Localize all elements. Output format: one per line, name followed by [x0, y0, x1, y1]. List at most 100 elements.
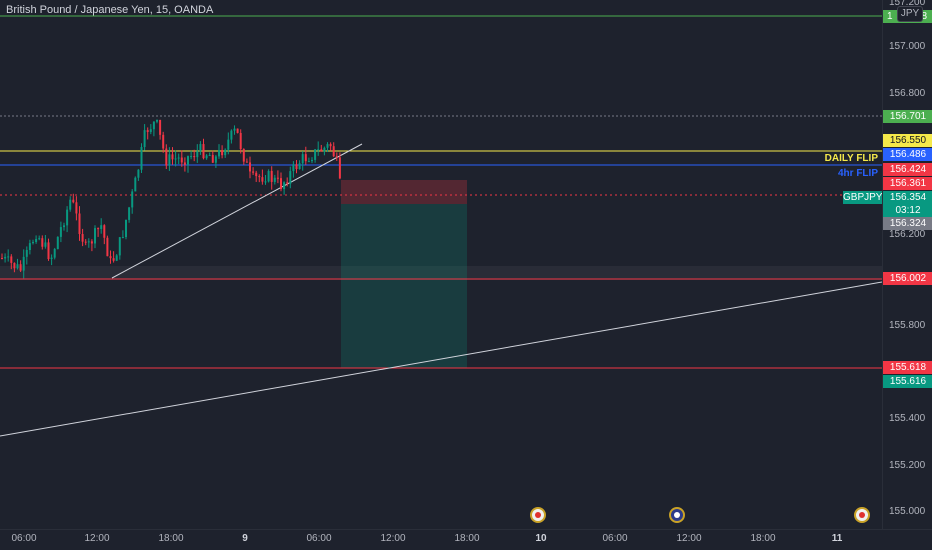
candle-body: [239, 132, 242, 150]
candle-body: [118, 237, 121, 256]
time-label: 11: [831, 533, 843, 544]
price-tag-156002: 156.002: [883, 272, 932, 285]
price-tag-top-green-suffix: 8: [921, 11, 927, 22]
candle-body: [94, 228, 96, 244]
economic-event-icon[interactable]: [530, 507, 546, 523]
economic-event-icon[interactable]: [854, 507, 870, 523]
candle-body: [125, 219, 127, 238]
candle-body: [196, 151, 199, 158]
time-label: 18:00: [158, 533, 184, 544]
time-label: 10: [535, 533, 547, 544]
price-label: 157.200: [889, 0, 926, 8]
price-tag-156424: 156.424: [883, 163, 932, 176]
demand-zone: [0, 266, 882, 280]
candle-body: [16, 264, 19, 269]
time-label: 18:00: [750, 533, 776, 544]
candle-body: [112, 258, 115, 261]
countdown-timer: 03:12: [895, 205, 921, 216]
time-label: 12:00: [380, 533, 406, 544]
candle-body: [78, 213, 81, 235]
candle-body: [280, 178, 282, 190]
daily-flip-label: DAILY FLIP: [824, 153, 878, 164]
price-label: 156.200: [889, 229, 926, 240]
price-tag-155618: 155.618: [883, 361, 932, 374]
stop-loss-zone: [341, 180, 467, 204]
price-label: 156.800: [889, 88, 926, 99]
candle-body: [187, 156, 189, 165]
candle-body: [208, 155, 211, 157]
candle-body: [165, 148, 168, 166]
time-label: 06:00: [306, 533, 332, 544]
candle-body: [236, 128, 239, 133]
time-label: 06:00: [11, 533, 37, 544]
candle-body: [298, 163, 301, 170]
time-label: 12:00: [676, 533, 702, 544]
candle-body: [177, 157, 180, 159]
candle-body: [146, 130, 149, 132]
candle-body: [47, 242, 50, 260]
candle-body: [190, 156, 193, 158]
symbol-tag: GBPJPY: [843, 191, 882, 204]
time-axis[interactable]: 06:00 12:00 18:00 9 06:00 12:00 18:00 10…: [0, 529, 932, 550]
candle-body: [183, 162, 186, 165]
candle-body: [304, 154, 307, 162]
time-label: 06:00: [602, 533, 628, 544]
candle-body: [84, 241, 87, 243]
candle-body: [100, 225, 103, 230]
currency-button[interactable]: JPY: [897, 6, 923, 22]
candle-body: [1, 258, 3, 259]
candle-body: [156, 119, 158, 122]
candle-body: [13, 262, 16, 269]
candle-body: [320, 149, 323, 152]
current-price-value: 156.354: [889, 192, 927, 203]
candle-body: [193, 156, 196, 158]
candle-body: [338, 157, 341, 179]
candle-body: [171, 154, 174, 160]
candle-body: [50, 257, 53, 260]
candle-body: [267, 170, 270, 182]
candle-body: [87, 241, 90, 243]
candle-body: [140, 147, 143, 170]
price-tag-156324: 156.324: [883, 217, 932, 230]
candle-body: [63, 225, 65, 228]
price-label: 155.000: [889, 506, 926, 517]
candle-body: [276, 177, 279, 179]
candle-body: [214, 156, 217, 163]
chart-canvas[interactable]: [0, 0, 882, 529]
candle-body: [221, 150, 224, 156]
candle-body: [53, 249, 56, 258]
candle-body: [295, 164, 298, 170]
candle-body: [10, 256, 13, 263]
price-tag-156550: 156.550: [883, 134, 932, 147]
candle-body: [75, 202, 78, 214]
candle-body: [301, 154, 304, 164]
chart-area[interactable]: British Pound / Japanese Yen, 15, OANDA …: [0, 0, 882, 529]
price-tag-156486: 156.486: [883, 148, 932, 161]
candle-body: [286, 182, 289, 184]
price-label: 155.400: [889, 413, 926, 424]
candle-body: [314, 149, 317, 160]
uk-flag-event-icon[interactable]: [669, 507, 685, 523]
short-trendline: [111, 143, 363, 279]
long-trendline: [0, 281, 882, 437]
candle-body: [28, 243, 31, 250]
candle-body: [81, 234, 84, 242]
price-tag-top-green-value: 1: [887, 11, 893, 22]
price-label: 157.000: [889, 41, 926, 52]
candle-body: [258, 176, 261, 178]
candle-body: [152, 121, 155, 130]
candle-body: [245, 161, 248, 163]
candle-body: [174, 158, 177, 160]
candle-body: [35, 238, 38, 243]
price-tag-156361: 156.361: [883, 177, 932, 190]
price-axis[interactable]: 157.200 157.000 156.800 156.200 155.800 …: [882, 0, 932, 529]
candle-body: [168, 154, 171, 166]
four-hr-flip-label: 4hr FLIP: [837, 168, 878, 179]
time-label: 12:00: [84, 533, 110, 544]
price-label: 155.200: [889, 460, 926, 471]
candle-body: [242, 149, 245, 162]
candle-body: [311, 159, 313, 162]
candle-body: [103, 225, 106, 238]
candle-body: [72, 199, 75, 203]
candle-body: [4, 256, 7, 259]
